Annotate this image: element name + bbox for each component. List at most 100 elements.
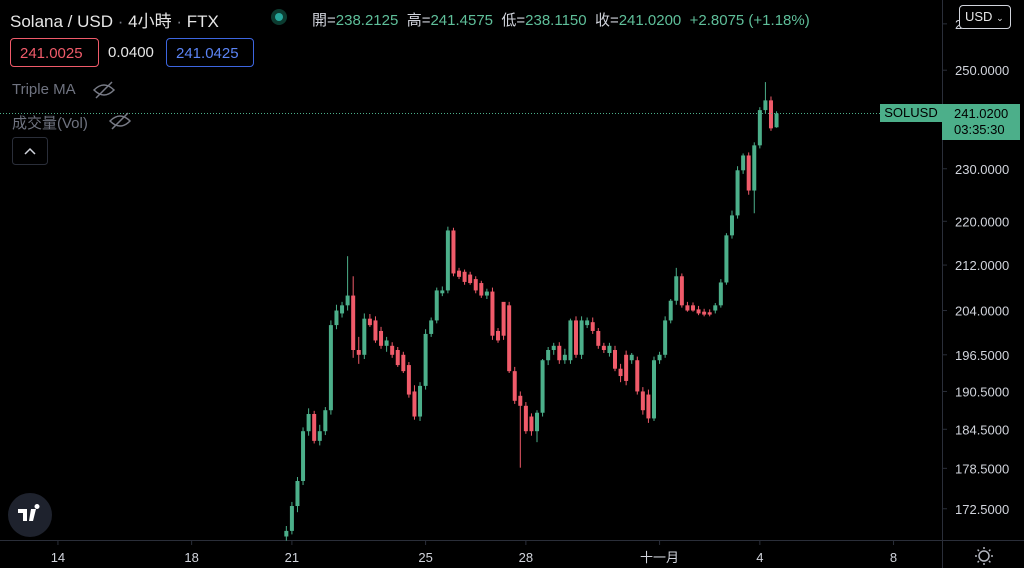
change: +2.8075 (+1.18%)	[689, 12, 810, 29]
candle-body	[624, 354, 629, 381]
spread: 0.0400	[108, 44, 154, 61]
y-tick-label: 250.0000	[955, 63, 1009, 78]
candle-body	[445, 230, 450, 291]
collapse-icon	[24, 147, 36, 155]
indicator[interactable]: Triple MA	[12, 81, 76, 98]
y-tick-label: 204.0000	[955, 304, 1009, 319]
visibility-icon[interactable]	[92, 81, 132, 130]
candle-body	[724, 235, 729, 283]
ohlc-value: 241.4575	[430, 12, 494, 29]
y-tick-label: 184.5000	[955, 422, 1009, 437]
candle-body	[768, 100, 773, 129]
candle-body	[451, 230, 456, 274]
candle-body	[557, 345, 562, 361]
x-tick-label: 21	[285, 550, 299, 565]
candle-body	[434, 290, 439, 321]
tradingview-logo[interactable]	[8, 493, 52, 537]
candle-body	[629, 354, 634, 361]
candle-body	[401, 354, 406, 372]
candle-body	[774, 113, 779, 128]
candle-body	[523, 405, 528, 432]
symbol: Solana / USD	[10, 12, 113, 31]
candle-body	[679, 276, 684, 306]
candle-body	[317, 431, 322, 441]
candle-body	[735, 170, 740, 216]
candle-body	[702, 311, 707, 315]
candle-body	[696, 309, 701, 314]
candle-body	[484, 291, 489, 296]
candle-body	[295, 480, 300, 507]
candle-body	[713, 305, 718, 311]
candle-body	[590, 322, 595, 331]
candle-body	[440, 290, 445, 294]
exchange: FTX	[186, 12, 219, 31]
candle-body	[462, 271, 467, 282]
currency-dropdown[interactable]: USD ⌄	[959, 5, 1011, 29]
ohlc: 開=238.2125 高=241.4575 低=238.1150 收=241.0…	[312, 9, 810, 30]
candle-body	[657, 354, 662, 361]
x-tick-label: 28	[519, 550, 533, 565]
ohlc-value: 238.1150	[525, 12, 587, 29]
separator: ·	[176, 12, 183, 31]
indicator[interactable]: 成交量(Vol)	[12, 115, 88, 132]
candle-body	[418, 385, 423, 417]
candle-body	[618, 368, 623, 377]
candle-body	[579, 320, 584, 355]
candle-body	[395, 349, 400, 366]
interval: 4小時	[128, 12, 172, 31]
candle-body	[646, 394, 651, 419]
candle-body	[351, 295, 356, 350]
candle-body	[323, 410, 328, 432]
candle-body	[473, 279, 478, 291]
settings-icon[interactable]	[975, 547, 993, 565]
ohlc-label: 收=	[594, 12, 619, 29]
plot-area	[0, 82, 942, 541]
separator: ·	[117, 12, 124, 31]
x-tick-label: 18	[184, 550, 198, 565]
candle-body	[546, 349, 551, 361]
candle-body	[373, 320, 378, 341]
ohlc-label: 高=	[406, 12, 431, 29]
y-tick-label: 172.5000	[955, 502, 1009, 517]
ohlc-label: 開=	[312, 12, 336, 29]
price-tag-price: 241.0200	[954, 106, 1009, 121]
x-tick-label: 十一月	[640, 550, 679, 565]
candle-body	[746, 155, 751, 191]
candle-body	[601, 345, 606, 350]
candle-body	[490, 291, 495, 336]
collapse-button[interactable]	[12, 137, 48, 165]
candle-body	[640, 391, 645, 411]
candle-body	[607, 345, 612, 353]
candle-body	[507, 305, 512, 372]
candle-body	[651, 360, 656, 419]
candle-body	[479, 283, 484, 296]
status-dot	[275, 13, 283, 21]
candle-body	[367, 318, 372, 326]
y-tick-label: 220.0000	[955, 214, 1009, 229]
candle-body	[574, 320, 579, 355]
candle-body	[334, 310, 339, 326]
price-tag: 241.0200 03:35:30	[942, 104, 1020, 140]
candle-body	[707, 312, 712, 315]
x-tick-label: 8	[890, 550, 897, 565]
ohlc-label: 低=	[501, 12, 526, 29]
candle-body	[635, 360, 640, 392]
candle-body	[562, 354, 567, 361]
candle-body	[685, 305, 690, 311]
candle-body	[729, 215, 734, 236]
candle-body	[312, 413, 317, 441]
candle-body	[741, 155, 746, 171]
candle-body	[468, 274, 473, 284]
candle-body	[406, 365, 411, 395]
candle-body	[340, 305, 345, 314]
candle-body	[301, 431, 306, 481]
x-tick-label: 14	[51, 550, 65, 565]
bid-badge[interactable]: 241.0025	[10, 38, 99, 67]
ask-badge[interactable]: 241.0425	[166, 38, 254, 67]
candle-body	[289, 506, 294, 531]
candle-body	[356, 349, 361, 355]
candle-body	[412, 391, 417, 417]
candle-body	[429, 320, 434, 334]
